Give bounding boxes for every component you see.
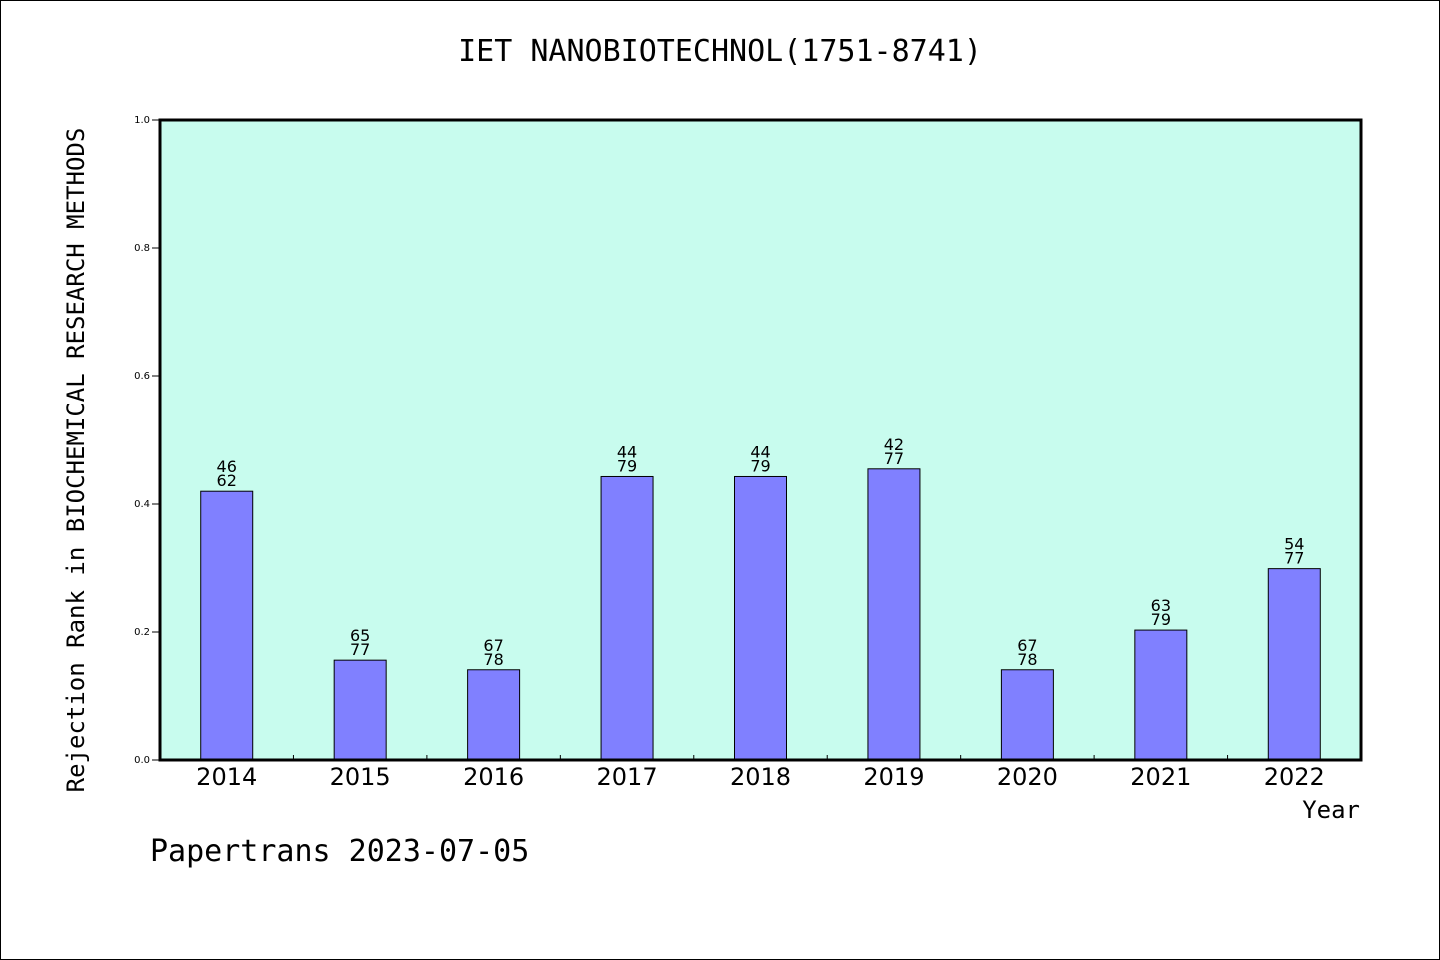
y-tick-label-0.4: 0.4 (134, 499, 150, 510)
bar-2016 (467, 669, 521, 761)
x-tick-label-2016: 2016 (463, 763, 524, 791)
bar-2019 (867, 468, 921, 761)
bar-2020 (1000, 669, 1054, 761)
bar-label-bottom-2015: 77 (350, 640, 370, 659)
y-tick-label-0.0: 0.0 (134, 755, 150, 766)
bar-label-bottom-2022: 77 (1284, 549, 1304, 568)
bar-2015 (333, 659, 387, 761)
y-tick-label-0.6: 0.6 (134, 371, 150, 382)
bar-2022 (1267, 568, 1321, 761)
x-tick-label-2017: 2017 (597, 763, 658, 791)
x-tick-label-2022: 2022 (1264, 763, 1325, 791)
chart-title: IET NANOBIOTECHNOL(1751-8741) (458, 34, 982, 69)
bar-label-bottom-2016: 78 (483, 650, 503, 669)
bar-2014 (200, 490, 254, 761)
bar-label-top-2014: 46 (217, 457, 237, 476)
plot-border (158, 118, 1363, 762)
bar-label-top-2018: 44 (750, 442, 770, 461)
bar-label-top-2020: 67 (1017, 636, 1037, 655)
y-tick-label-1.0: 1.0 (134, 115, 150, 126)
bar-label-top-2022: 54 (1284, 535, 1304, 554)
x-tick-label-2020: 2020 (997, 763, 1058, 791)
bar-label-top-2017: 44 (617, 442, 637, 461)
x-tick-label-2014: 2014 (196, 763, 257, 791)
footer-watermark: Papertrans 2023-07-05 (150, 834, 530, 869)
x-tick-label-2015: 2015 (330, 763, 391, 791)
bar-label-top-2016: 67 (483, 636, 503, 655)
bar-label-top-2021: 63 (1151, 596, 1171, 615)
bar-2021 (1134, 629, 1188, 761)
bar-label-top-2019: 42 (884, 435, 904, 454)
x-tick-label-2018: 2018 (730, 763, 791, 791)
bar-label-bottom-2014: 62 (217, 471, 237, 490)
y-tick-label-0.2: 0.2 (134, 627, 150, 638)
bar-label-bottom-2019: 77 (884, 449, 904, 468)
bar-label-bottom-2021: 79 (1151, 610, 1171, 629)
x-tick-label-2019: 2019 (863, 763, 924, 791)
x-tick-label-2021: 2021 (1130, 763, 1191, 791)
bar-label-bottom-2018: 79 (750, 456, 770, 475)
bar-label-bottom-2017: 79 (617, 456, 637, 475)
bar-label-top-2015: 65 (350, 626, 370, 645)
bar-label-bottom-2020: 78 (1017, 650, 1037, 669)
y-tick-label-0.8: 0.8 (134, 243, 150, 254)
x-axis-label: Year (1302, 796, 1360, 824)
bar-2018 (734, 475, 787, 761)
bar-2017 (600, 475, 654, 761)
